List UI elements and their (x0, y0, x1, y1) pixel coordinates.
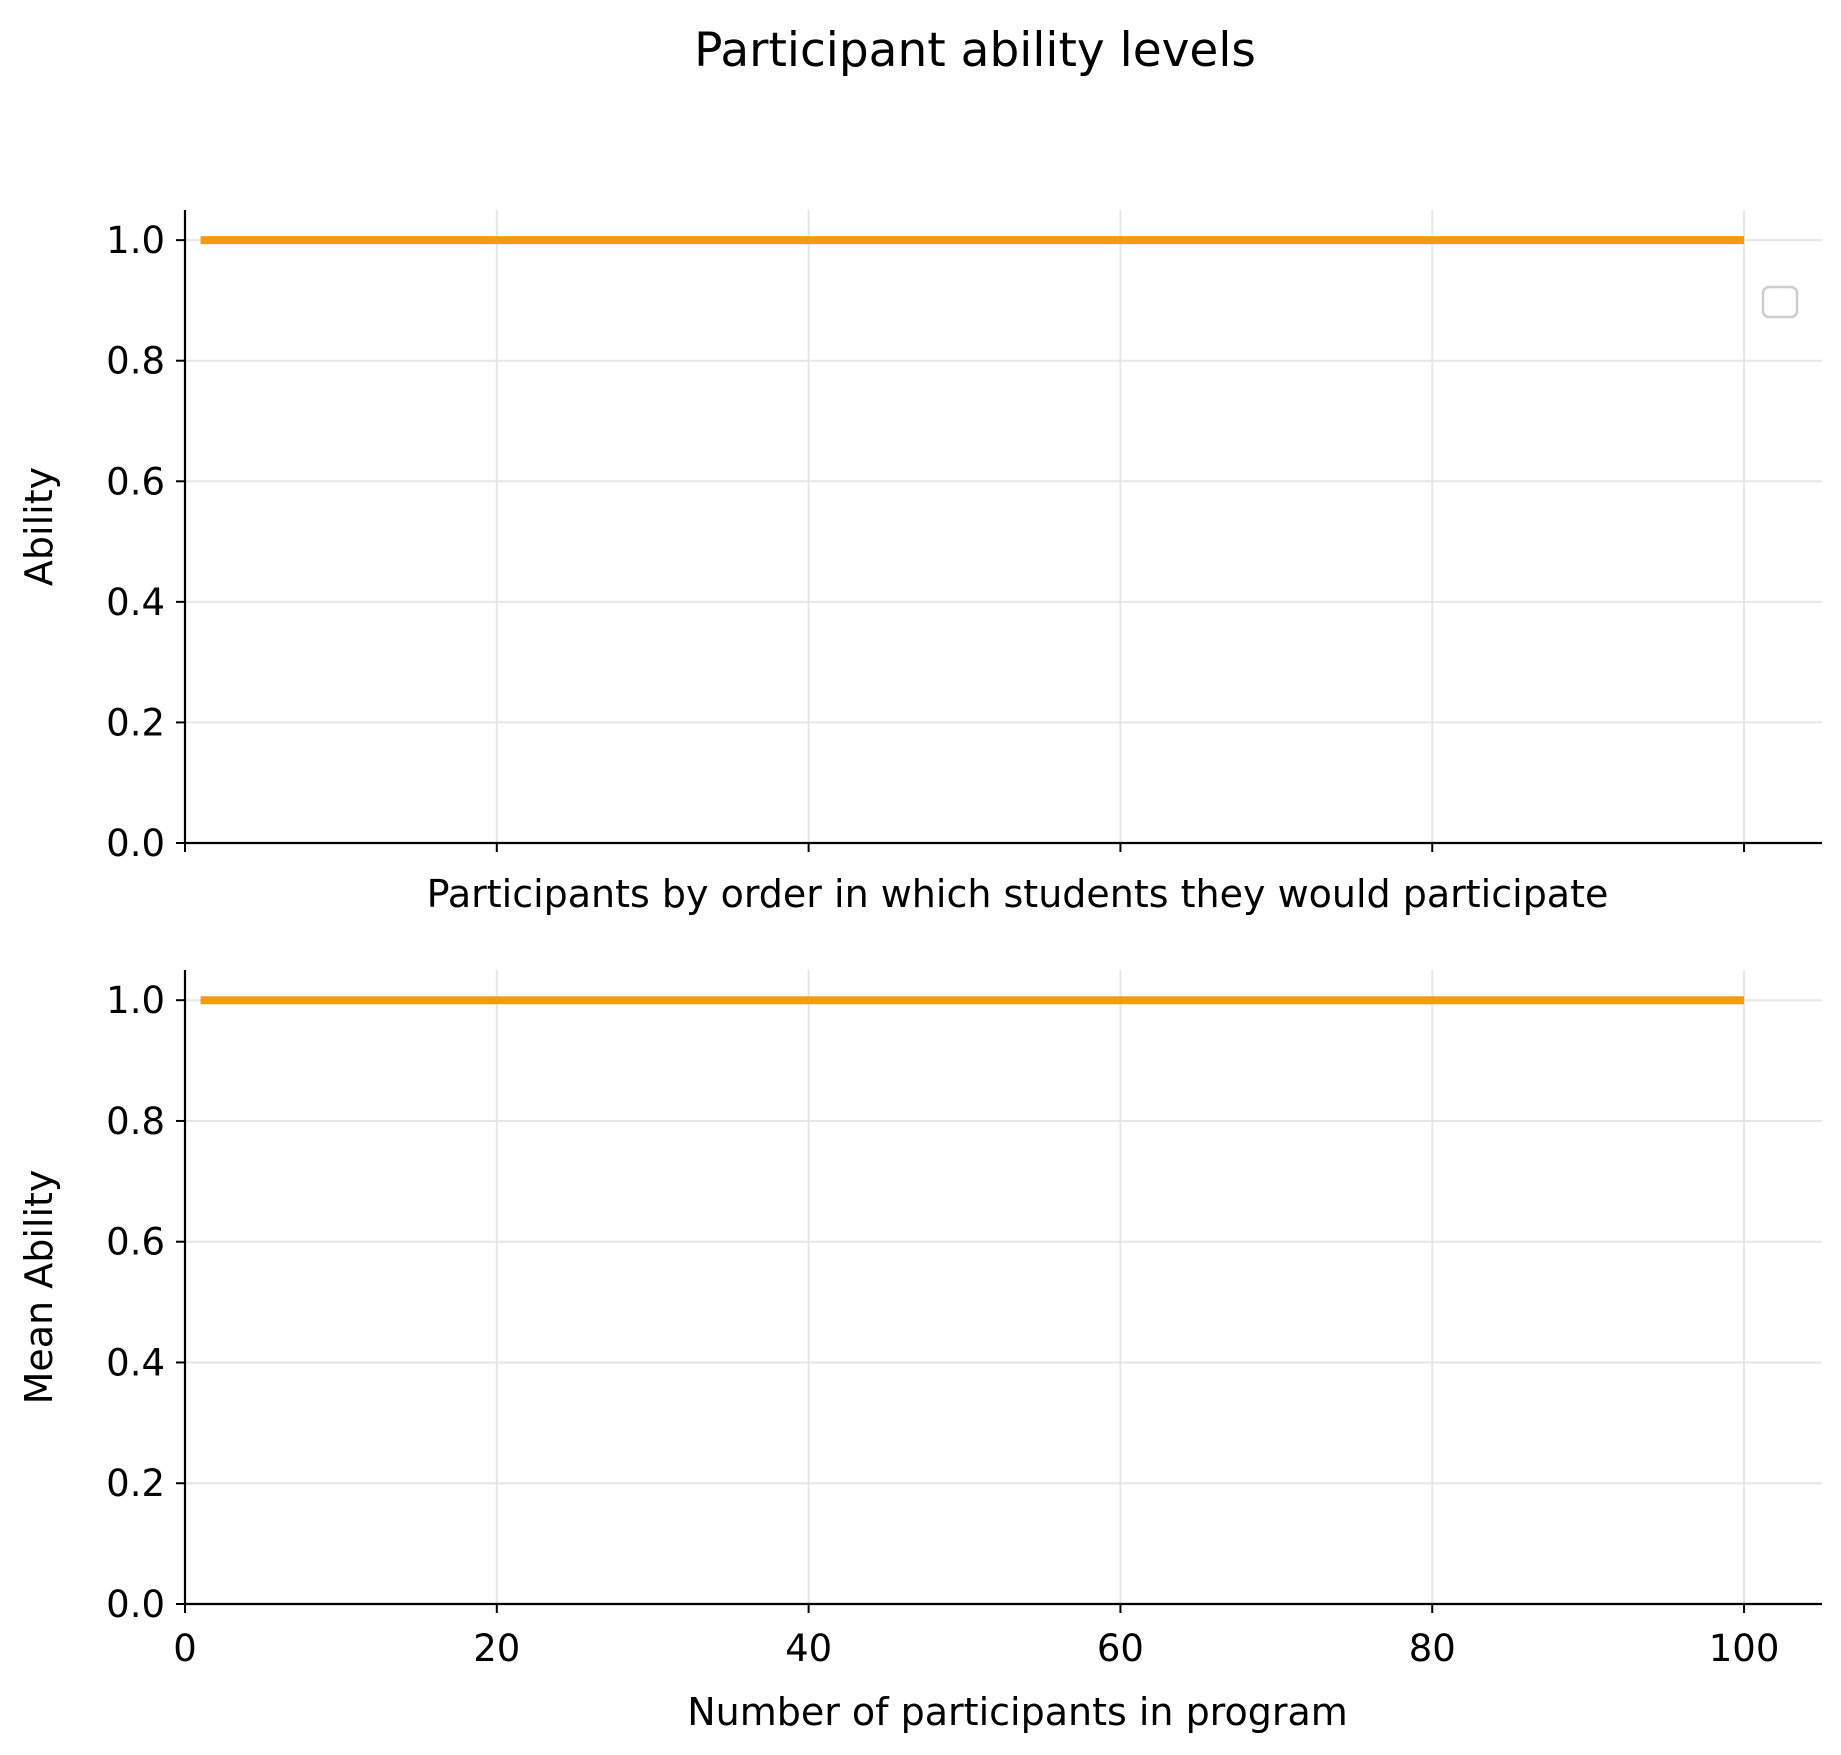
x-axis-label: Number of participants in program (687, 1690, 1348, 1734)
y-tick-label: 0.6 (106, 1221, 165, 1264)
y-tick-label: 0.2 (106, 1462, 165, 1505)
y-tick-label: 0.0 (106, 822, 165, 865)
x-axis-label: Participants by order in which students … (427, 872, 1609, 916)
y-tick-label: 1.0 (106, 979, 165, 1022)
y-tick-label: 0.6 (106, 460, 165, 503)
figure-title: Participant ability levels (694, 23, 1256, 78)
x-tick-label: 0 (173, 1627, 197, 1670)
x-tick-label: 20 (473, 1627, 520, 1670)
legend-box (1761, 285, 1799, 319)
mean-ability-panel: 0 20 40 60 80 100 0.0 0.2 0.4 0.6 0.8 1.0 Number of … (17, 970, 1822, 1734)
x-tick-label: 80 (1409, 1627, 1456, 1670)
y-tick-label: 1.0 (106, 219, 165, 262)
y-tick-label: 0.2 (106, 701, 165, 744)
y-tick-label: 0.8 (106, 340, 165, 383)
y-tick-label: 0.8 (106, 1100, 165, 1143)
ability-panel: 0.0 0.2 0.4 0.6 0.8 1.0 Participants by order … (17, 210, 1822, 916)
x-tick-label: 60 (1097, 1627, 1144, 1670)
x-tick-label: 100 (1709, 1627, 1780, 1670)
x-tick-label: 40 (785, 1627, 832, 1670)
y-tick-label: 0.4 (106, 1341, 165, 1384)
y-axis-label: Ability (17, 467, 61, 586)
y-tick-label: 0.0 (106, 1583, 165, 1626)
y-axis-label: Mean Ability (17, 1170, 61, 1405)
y-tick-label: 0.4 (106, 581, 165, 624)
